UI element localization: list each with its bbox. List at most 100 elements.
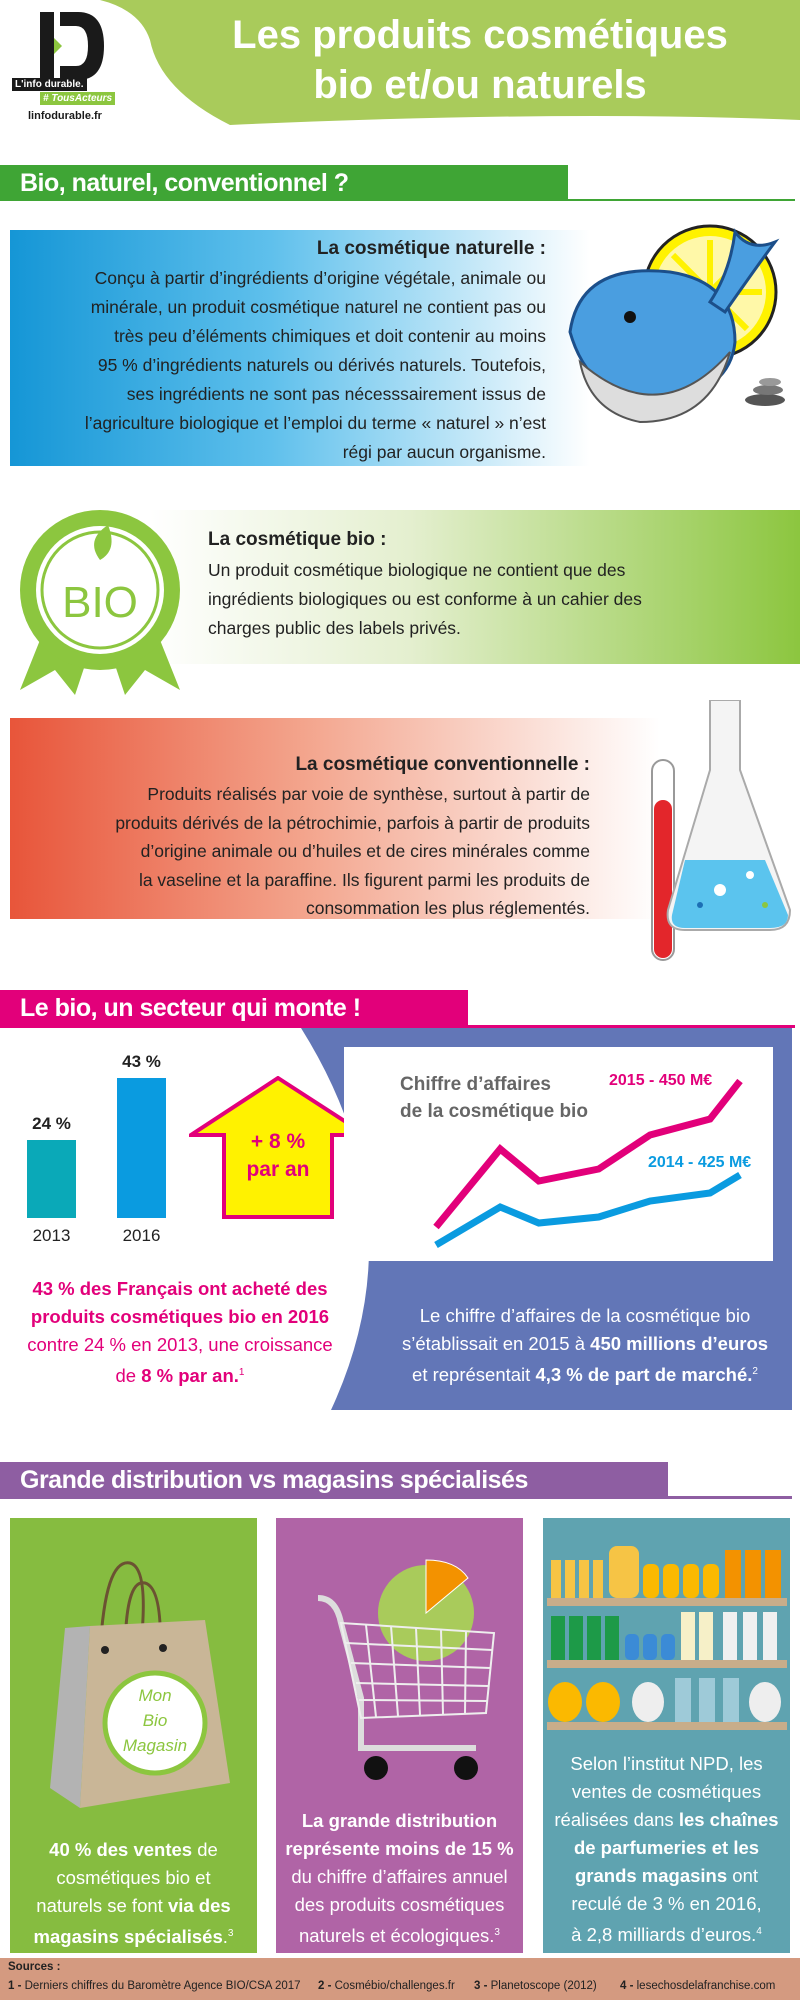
text-segment: ventes de cosmétiques — [571, 1781, 762, 1802]
text-segment: 8 % par an. — [141, 1365, 239, 1387]
header-banner — [100, 0, 800, 125]
text-segment: naturels se font — [36, 1895, 168, 1916]
text-segment: d’origine animale ou d’huiles et de cire… — [140, 841, 590, 861]
section-heading-distribution: Grande distribution vs magasins spéciali… — [0, 1462, 668, 1498]
shopping-bag-icon: Mon Bio Magasin — [50, 1561, 230, 1808]
line-chart-title-line-1: Chiffre d’affaires — [400, 1074, 551, 1095]
text-line: à 2,8 milliards d’euros.4 — [543, 1918, 790, 1949]
card-mass-retail: La grande distribution représente moins d… — [276, 1518, 523, 1953]
text-line: 95 % d’ingrédients naturels ou dérivés n… — [98, 354, 546, 376]
text-line: naturels et écologiques.3 — [276, 1919, 523, 1950]
page-title-line-1: Les produits cosmétiques — [232, 13, 728, 57]
text-segment: La grande distribution — [301, 1810, 498, 1831]
sources-footer: Sources : 1 - Derniers chiffres du Barom… — [0, 1958, 800, 2000]
text-segment: très peu d’éléments chimiques et doit co… — [114, 326, 546, 346]
text-segment: Selon l’institut NPD, les — [570, 1753, 763, 1774]
text-line: cosmétiques bio et — [10, 1864, 257, 1892]
text-segment: produits dérivés de la pétrochimie, parf… — [115, 812, 590, 833]
logo-mark-icon — [40, 12, 104, 80]
text-segment: 43 % des Français ont acheté des — [32, 1278, 328, 1299]
text-line: Conçu à partir d’ingrédients d’origine v… — [95, 267, 546, 289]
text-line: l’agriculture biologique et l’emploi du … — [85, 412, 546, 434]
card-specialized-stores: Mon Bio Magasin 40 % des ventes de cosmét… — [10, 1518, 257, 1953]
text-line: représente moins de 15 % — [276, 1835, 523, 1863]
source-num: 2 - — [318, 1980, 332, 1992]
text-segment: ingrédients biologiques ou est conforme … — [208, 589, 642, 609]
flask-illustration — [651, 700, 792, 961]
text-line: naturels se font via des — [10, 1892, 257, 1920]
page-title-line-2: bio et/ou naturels — [313, 63, 647, 107]
bio-block — [150, 510, 800, 664]
bio-ribbon-badge-icon: BIO — [20, 510, 180, 695]
french-buyers-stat: 43 % des Français ont acheté des produits… — [10, 1275, 350, 1390]
text-line: d’origine animale ou d’huiles et de cire… — [141, 840, 590, 862]
text-segment: ses ingrédients ne sont pas nécesssairem… — [126, 384, 546, 404]
text-segment: Produits réalisés par voie de synthèse, … — [147, 784, 590, 804]
card-text: La grande distribution représente moins d… — [276, 1807, 523, 1950]
text-line: minérale, un produit cosmétique naturel … — [91, 296, 546, 318]
source-1: 1 - Derniers chiffres du Baromètre Agenc… — [8, 1980, 301, 1992]
logo-site-link[interactable]: linfodurable.fr — [28, 110, 102, 122]
sources-title: Sources : — [8, 1961, 61, 1973]
conventionnelle-block — [10, 718, 660, 919]
source-text: Planetoscope (2012) — [490, 1980, 597, 1992]
text-line: 43 % des Français ont acheté des — [10, 1275, 350, 1303]
divider — [0, 199, 795, 201]
text-line: des produits cosmétiques — [276, 1891, 523, 1919]
text-segment: les chaînes — [678, 1809, 779, 1830]
text-line: ingrédients biologiques ou est conforme … — [208, 588, 642, 610]
text-line: la vaseline et la paraffine. Ils figuren… — [139, 869, 590, 891]
text-segment: s’établissait en 2015 à — [401, 1333, 591, 1354]
text-line: réalisées dans les chaînes — [543, 1806, 790, 1834]
bar-category-label: 2013 — [32, 1226, 71, 1245]
bar-value-label: 24 % — [32, 1113, 71, 1133]
text-segment: réalisées dans — [554, 1809, 679, 1830]
growth-rate: + 8 % — [250, 1130, 306, 1153]
bar-2013 — [27, 1139, 76, 1218]
text-line: régi par aucun organisme. — [343, 441, 546, 463]
text-line: du chiffre d’affaires annuel — [276, 1863, 523, 1891]
line-chart-title: Chiffre d’affaires de la cosmétique bio — [400, 1071, 588, 1125]
text-segment: de parfumeries et les — [573, 1837, 760, 1858]
text-segment: magasins spécialisés — [33, 1926, 223, 1948]
text-segment: la vaseline et la paraffine. Ils figuren… — [138, 869, 590, 890]
text-segment: grands magasins — [574, 1865, 728, 1886]
text-segment: ont — [727, 1865, 759, 1886]
text-line: produits cosmétiques bio en 2016 — [10, 1303, 350, 1331]
text-segment: représente moins de 15 % — [285, 1838, 514, 1859]
bar-category-label: 2016 — [122, 1226, 161, 1245]
text-line: Le chiffre d’affaires de la cosmétique b… — [385, 1302, 785, 1330]
text-line: Selon l’institut NPD, les — [543, 1750, 790, 1778]
text-segment: 40 % des ventes — [49, 1839, 193, 1860]
text-segment: cosmétiques bio et — [56, 1867, 211, 1888]
footnote-ref: 3 — [494, 1927, 500, 1938]
bag-label-magasin: Magasin — [123, 1736, 187, 1755]
text-segment: Un produit cosmétique biologique ne cont… — [208, 560, 626, 580]
text-segment: consommation les plus réglementés. — [305, 898, 590, 918]
source-num: 3 - — [474, 1980, 488, 1992]
bag-label-bio: Bio — [143, 1711, 168, 1730]
card-text: Selon l’institut NPD, les ventes de cosmé… — [543, 1750, 790, 1949]
growth-rate-unit: par an — [246, 1158, 310, 1181]
bag-label-mon: Mon — [138, 1686, 171, 1705]
logo-hashtag: # TousActeurs — [40, 92, 116, 105]
text-segment: 450 millions d’euros — [590, 1333, 769, 1354]
text-segment: l’agriculture biologique et l’emploi du … — [84, 413, 546, 433]
text-line: consommation les plus réglementés. — [306, 897, 590, 919]
card-perfumeries: Selon l’institut NPD, les ventes de cosmé… — [543, 1518, 790, 1953]
text-segment: des produits cosmétiques — [294, 1894, 505, 1915]
source-num: 4 - — [620, 1980, 634, 1992]
source-2: 2 - Cosmébio/challenges.fr — [318, 1980, 455, 1992]
logo[interactable] — [38, 12, 108, 82]
source-4: 4 - lesechosdelafranchise.com — [620, 1980, 775, 1992]
text-segment: de — [115, 1365, 142, 1387]
text-segment: Conçu à partir d’ingrédients d’origine v… — [94, 268, 546, 288]
text-segment: minérale, un produit cosmétique naturel … — [90, 297, 546, 317]
bar-value-label: 43 % — [122, 1052, 161, 1071]
series-line-1 — [434, 1171, 742, 1249]
text-segment: reculé de 3 % en 2016, — [571, 1893, 762, 1914]
conventionnelle-title: La cosmétique conventionnelle : — [295, 754, 590, 775]
text-segment: du chiffre d’affaires annuel — [291, 1866, 508, 1887]
logo-tagline: L'info durable. — [12, 78, 87, 91]
text-segment: naturels et écologiques. — [299, 1925, 495, 1947]
